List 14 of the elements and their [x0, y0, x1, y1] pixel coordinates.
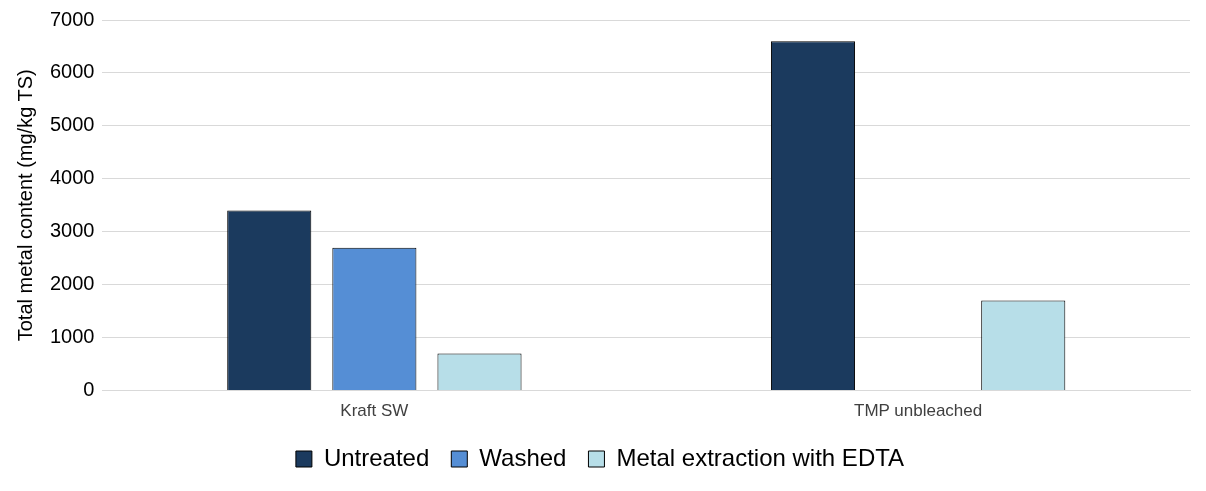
- legend-label: Untreated: [323, 443, 430, 471]
- y-tick-label: 7000: [49, 7, 95, 30]
- y-tick-label: 4000: [49, 166, 95, 189]
- legend-label: Washed: [479, 443, 567, 471]
- y-axis-title: Total metal content (mg/kg TS): [13, 69, 36, 342]
- y-tick-label: 6000: [49, 60, 95, 83]
- legend-label: Metal extraction with EDTA: [616, 443, 905, 471]
- y-tick-label: 3000: [49, 219, 95, 242]
- x-tick-label: TMP unbleached: [854, 401, 983, 421]
- y-tick-label: 5000: [49, 113, 95, 136]
- x-tick-label: Kraft SW: [340, 401, 409, 421]
- y-tick-label: 2000: [49, 272, 95, 295]
- y-tick-label: 1000: [49, 325, 95, 348]
- y-tick-label: 0: [83, 378, 95, 401]
